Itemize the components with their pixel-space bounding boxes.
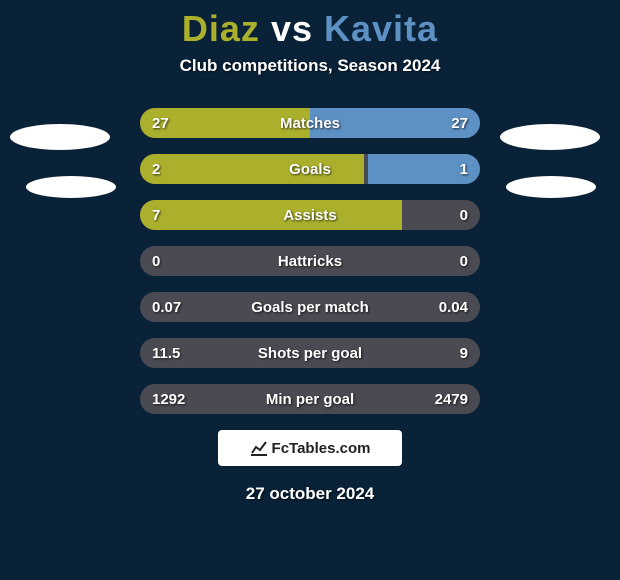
source-badge-text: FcTables.com: [272, 440, 371, 457]
avatar-placeholder: [26, 176, 116, 198]
stat-row: 2727Matches: [140, 108, 480, 138]
chart-icon: [250, 439, 268, 457]
stat-row: 12922479Min per goal: [140, 384, 480, 414]
stat-label: Goals per match: [140, 292, 480, 322]
subtitle: Club competitions, Season 2024: [0, 56, 620, 76]
vs-text: vs: [271, 8, 313, 49]
stat-row: 21Goals: [140, 154, 480, 184]
stat-row: 0.070.04Goals per match: [140, 292, 480, 322]
comparison-title: Diaz vs Kavita: [0, 0, 620, 50]
avatar-placeholder: [506, 176, 596, 198]
avatar-placeholder: [500, 124, 600, 150]
player1-name: Diaz: [182, 8, 260, 49]
stat-label: Hattricks: [140, 246, 480, 276]
stat-label: Goals: [140, 154, 480, 184]
stat-label: Assists: [140, 200, 480, 230]
avatar-placeholder: [10, 124, 110, 150]
source-badge: FcTables.com: [218, 430, 402, 466]
stat-row: 00Hattricks: [140, 246, 480, 276]
footer-date: 27 october 2024: [0, 484, 620, 504]
stat-row: 70Assists: [140, 200, 480, 230]
stat-bars-container: 2727Matches 21Goals 70Assists 00Hattricks 0.…: [140, 108, 480, 414]
player2-name: Kavita: [324, 8, 438, 49]
stat-label: Min per goal: [140, 384, 480, 414]
stat-label: Shots per goal: [140, 338, 480, 368]
stat-label: Matches: [140, 108, 480, 138]
stat-row: 11.59Shots per goal: [140, 338, 480, 368]
